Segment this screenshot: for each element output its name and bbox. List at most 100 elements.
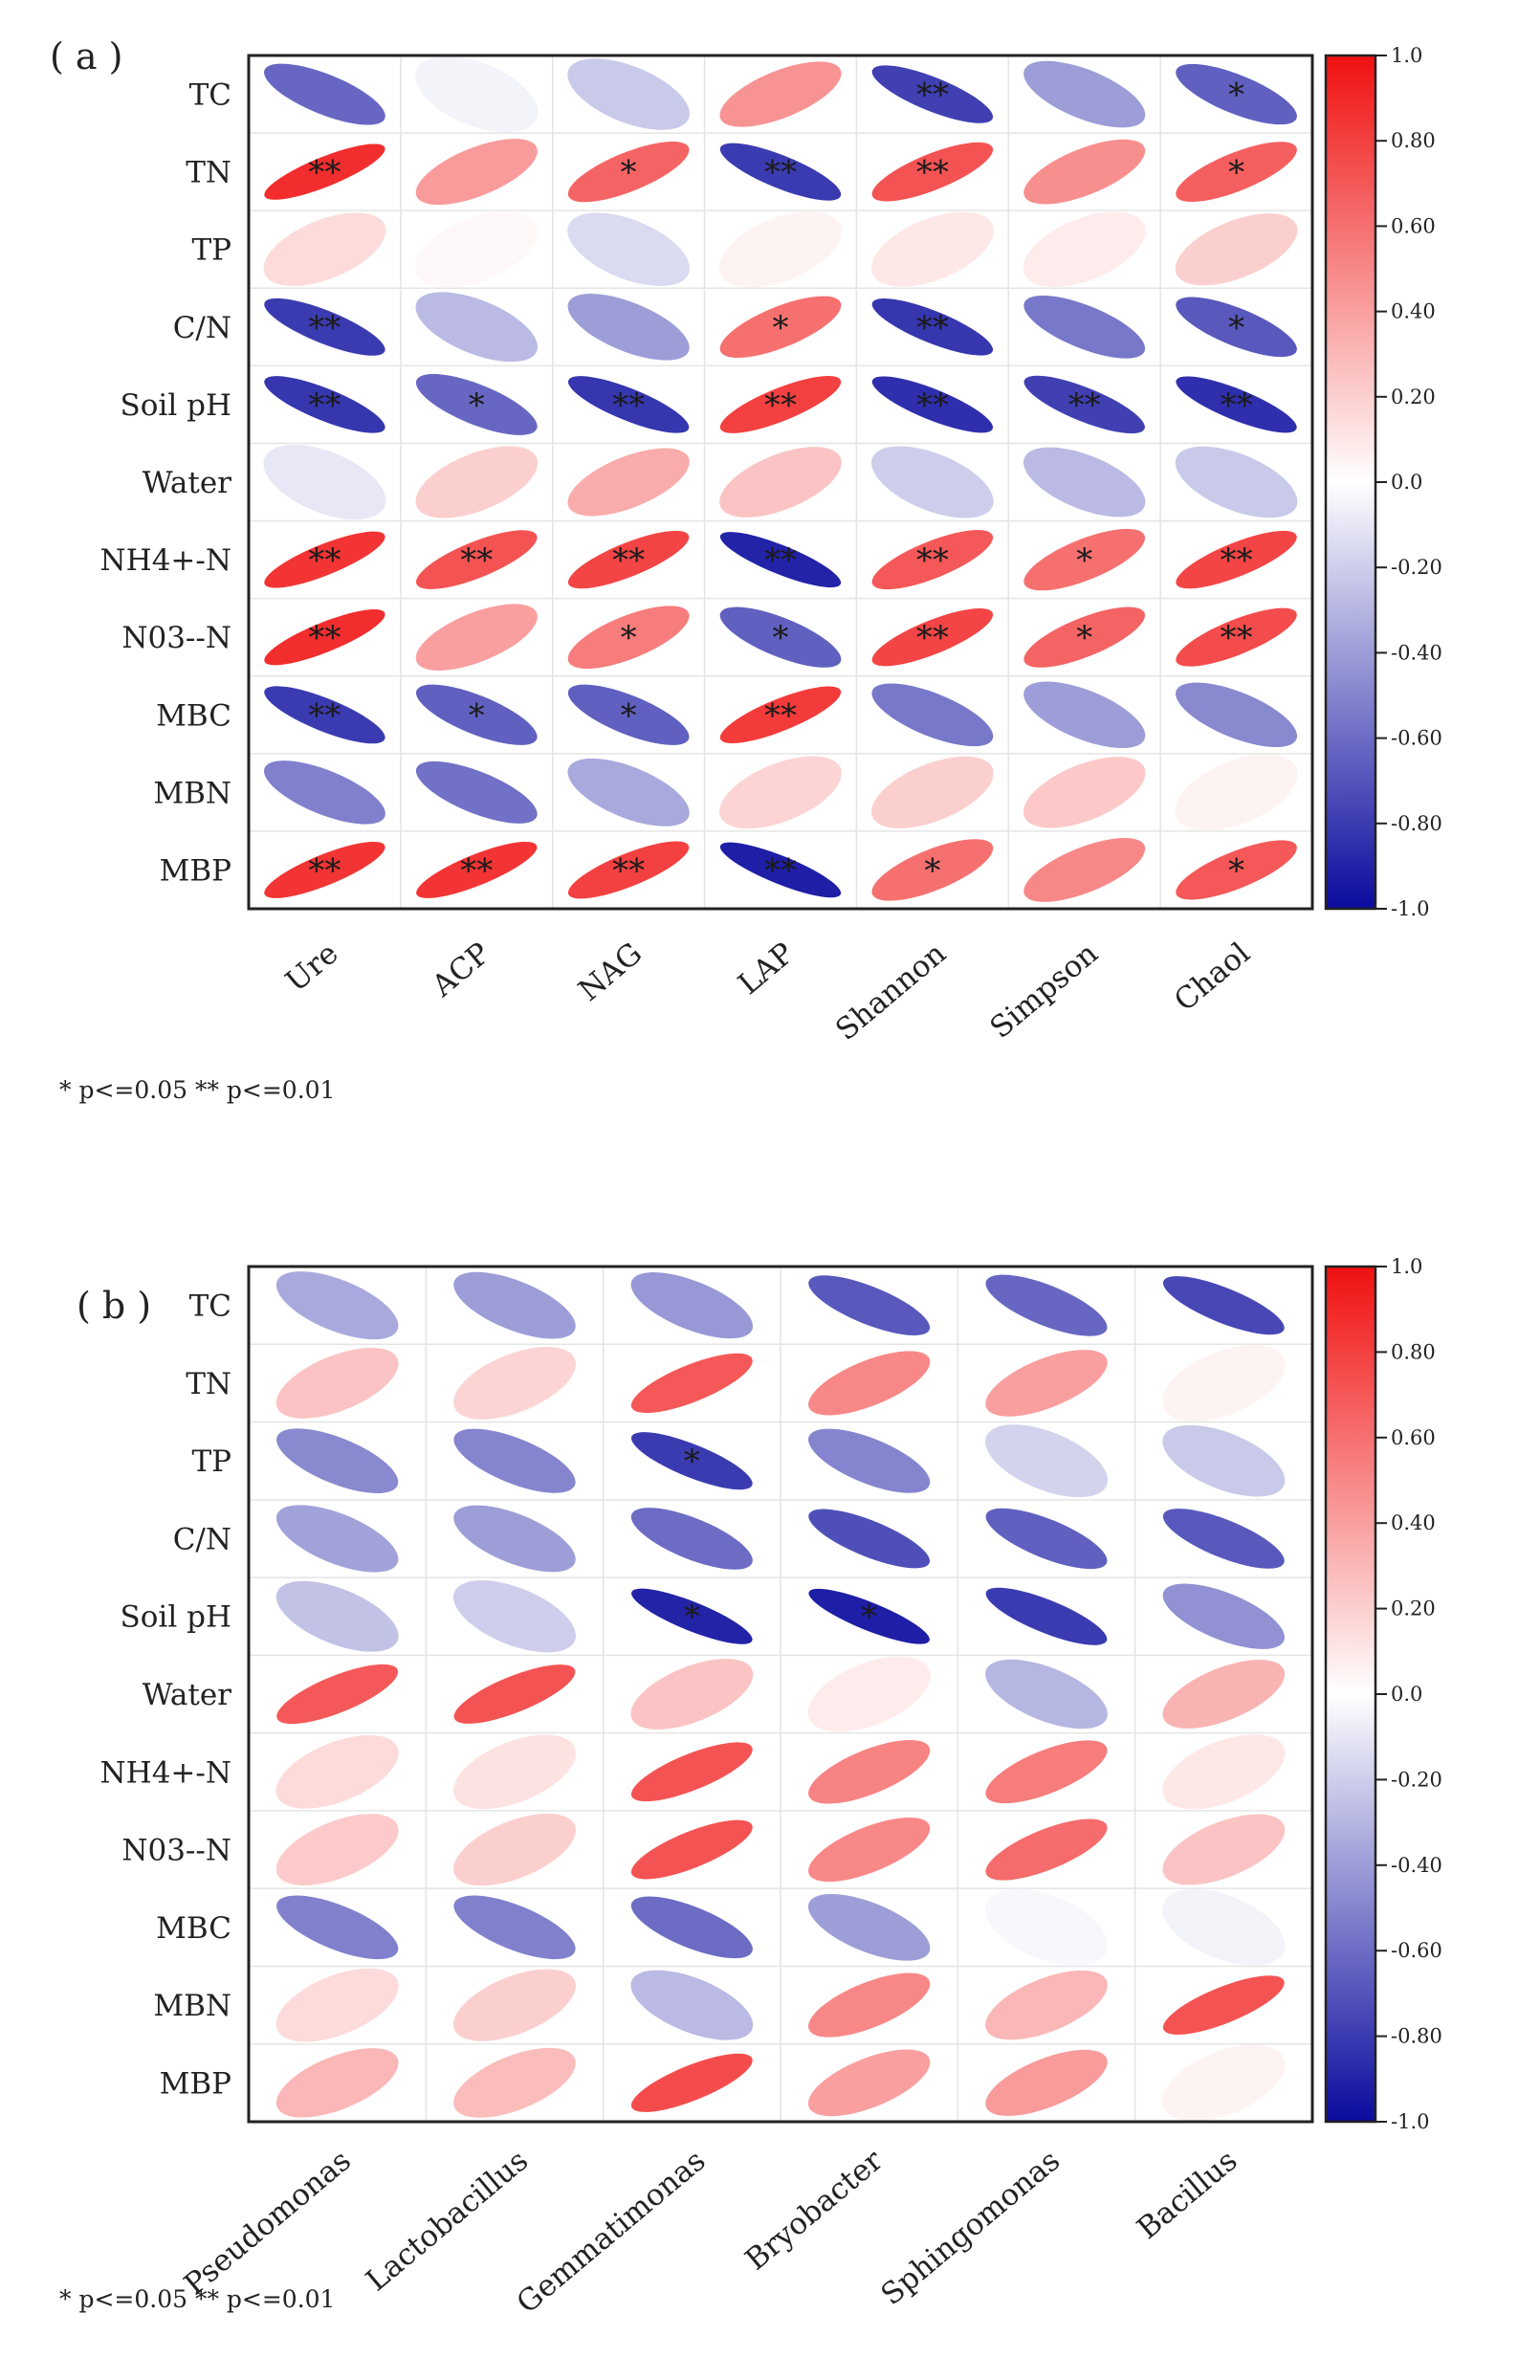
- correlation-ellipse: [871, 446, 994, 518]
- correlation-ellipse: [275, 2048, 399, 2118]
- correlation-ellipse: [630, 2053, 753, 2112]
- correlation-ellipse: [870, 211, 994, 287]
- correlation-ellipse: [276, 1428, 399, 1493]
- correlation-ellipse: [1023, 681, 1146, 749]
- correlation-ellipse: [1176, 682, 1298, 747]
- significance-mark: **: [612, 541, 645, 580]
- colorbar-tick-label: -0.40: [1391, 1854, 1442, 1877]
- significance-mark: **: [308, 541, 341, 580]
- significance-mark: **: [612, 851, 645, 890]
- correlation-ellipse: [264, 376, 385, 433]
- correlation-ellipse: [415, 684, 538, 745]
- correlation-ellipse: [871, 376, 994, 433]
- correlation-ellipse: [984, 1888, 1109, 1966]
- correlation-ellipse: [985, 1740, 1108, 1804]
- colorbar-tick-label: -0.60: [1391, 1939, 1442, 1962]
- row-label: MBC: [156, 698, 231, 733]
- correlation-ellipse: [871, 756, 994, 828]
- correlation-ellipse: [1176, 63, 1297, 125]
- column-label: Chaol: [1168, 937, 1257, 1019]
- correlation-ellipse: [807, 2049, 931, 2117]
- correlation-ellipse: [719, 756, 842, 829]
- significance-mark: *: [684, 1598, 700, 1637]
- significance-mark: *: [773, 619, 789, 657]
- correlation-ellipse: [263, 444, 386, 520]
- correlation-ellipse: [808, 1509, 931, 1569]
- significance-mark: *: [1228, 154, 1244, 192]
- column-label: Sphingomonas: [874, 2144, 1067, 2313]
- correlation-ellipse: [630, 1970, 754, 2040]
- correlation-ellipse: [1023, 606, 1146, 668]
- correlation-ellipse: [567, 841, 690, 899]
- correlation-ellipse: [985, 1587, 1108, 1645]
- correlation-ellipse: [1023, 60, 1146, 128]
- column-label: Bacillus: [1131, 2144, 1243, 2246]
- significance-mark: **: [916, 541, 949, 580]
- correlation-ellipse: [719, 447, 842, 518]
- correlation-ellipse: [264, 531, 385, 588]
- correlation-ellipse: [808, 1972, 931, 2038]
- correlation-ellipse: [985, 2049, 1108, 2116]
- significance-mark: **: [764, 386, 797, 425]
- grid-lines: [249, 1267, 1312, 2122]
- row-label: N03--N: [121, 1834, 231, 1868]
- correlation-ellipse: [416, 841, 538, 898]
- correlation-ellipse: [567, 684, 690, 745]
- row-label: MBP: [160, 2066, 231, 2101]
- row-label: TN: [186, 156, 231, 190]
- correlation-ellipse: [719, 296, 842, 359]
- correlation-ellipse: [630, 1508, 753, 1570]
- row-label: N03--N: [121, 621, 231, 655]
- correlation-ellipse: [275, 1734, 399, 1809]
- row-label: MBN: [153, 1989, 231, 2023]
- significance-mark: **: [460, 851, 493, 890]
- correlation-ellipse: [631, 1588, 753, 1644]
- significance-mark: *: [861, 1598, 877, 1637]
- row-label: Water: [143, 1678, 231, 1712]
- correlation-ellipse: [263, 760, 385, 825]
- correlation-ellipse: [1175, 446, 1298, 518]
- panel-a-heatmap: ( a )** *** * ** ** *** * ** *** * ** ** ** ** **** ** *…: [50, 35, 1442, 1104]
- correlation-ellipse: [807, 1893, 931, 1961]
- colorbar-tick-label: -0.20: [1391, 1768, 1442, 1791]
- correlation-ellipse: [1023, 447, 1146, 518]
- column-label: Pseudomonas: [178, 2144, 358, 2303]
- correlation-ellipse: [453, 1895, 576, 1960]
- row-label: TC: [189, 1289, 231, 1324]
- colorbar-tick-label: 0.0: [1391, 471, 1422, 494]
- correlation-ellipse: [985, 1274, 1108, 1336]
- significance-footnote: * p<=0.05 ** p<=0.01: [59, 2285, 335, 2313]
- correlation-ellipse: [1162, 1509, 1285, 1569]
- colorbar-tick-label: -0.80: [1391, 812, 1442, 835]
- correlation-ellipse: [264, 298, 385, 356]
- correlation-ellipse: [871, 530, 994, 590]
- correlation-ellipse: [416, 530, 538, 589]
- colorbar-tick-label: 0.20: [1391, 386, 1436, 408]
- row-label: TP: [191, 233, 231, 268]
- correlation-ellipse: [452, 1734, 577, 1810]
- correlation-ellipse: [808, 1739, 931, 1804]
- significance-footnote: * p<=0.05 ** p<=0.01: [59, 1076, 335, 1104]
- correlation-ellipse: [415, 760, 538, 824]
- correlation-ellipse: [808, 1818, 931, 1883]
- correlation-ellipse: [567, 530, 690, 589]
- correlation-ellipse: [1162, 1583, 1286, 1649]
- correlation-ellipse: [1162, 1814, 1286, 1885]
- significance-mark: **: [1068, 386, 1101, 425]
- correlation-ellipse: [415, 210, 539, 288]
- correlation-ellipse: [1176, 376, 1297, 433]
- correlation-ellipse: [567, 376, 690, 433]
- correlation-ellipse: [719, 842, 842, 898]
- correlation-ellipse: [567, 758, 690, 826]
- significance-mark: *: [621, 154, 637, 192]
- colorbar-tick-label: 0.80: [1391, 1340, 1436, 1363]
- column-label: NAG: [572, 937, 649, 1008]
- correlation-ellipse: [1162, 1660, 1286, 1729]
- correlation-ellipse: [453, 1969, 576, 2041]
- correlation-ellipse: [871, 65, 994, 123]
- correlation-ellipse: [808, 1428, 931, 1493]
- significance-mark: **: [764, 851, 797, 890]
- significance-mark: **: [308, 619, 341, 657]
- correlation-ellipse: [453, 1271, 576, 1339]
